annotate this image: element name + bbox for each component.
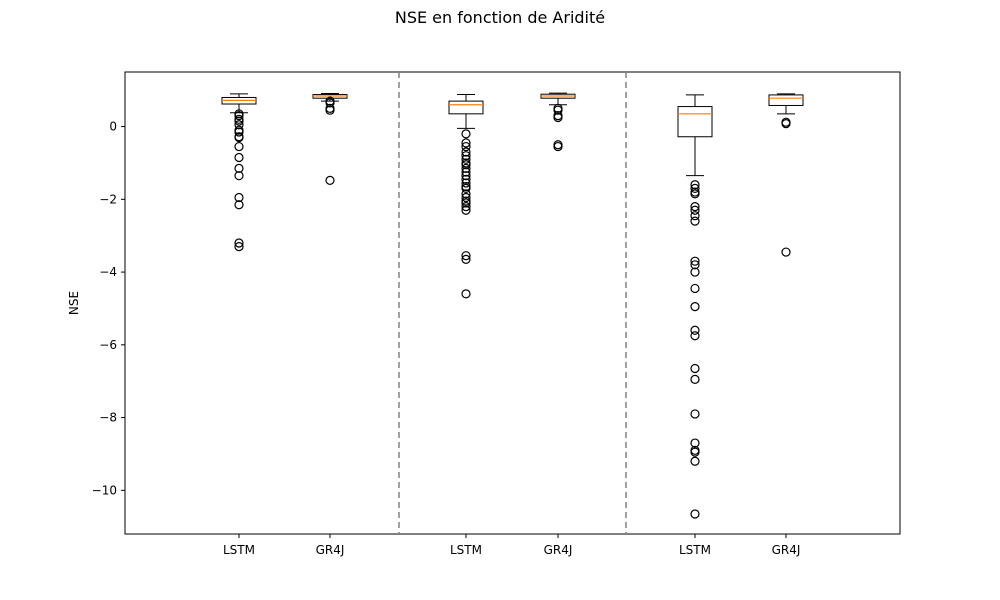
outlier-point — [234, 120, 244, 130]
y-axis-label: NSE — [67, 291, 81, 315]
outlier-point — [690, 183, 700, 194]
outlier-point — [461, 160, 471, 170]
outlier-point — [690, 205, 700, 215]
outlier-point — [234, 163, 244, 174]
outlier-point — [461, 192, 471, 203]
outlier-point — [690, 438, 700, 448]
outlier-point — [234, 200, 244, 210]
chart-title: NSE en fonction de Aridité — [394, 8, 606, 27]
outlier-point — [234, 238, 244, 248]
outlier-point — [234, 111, 244, 121]
outlier-point — [325, 175, 335, 186]
y-tick-label: −10 — [92, 483, 117, 497]
outlier-point — [461, 151, 471, 161]
outlier-point — [461, 174, 471, 184]
outlier-point — [461, 167, 471, 177]
x-tick-label: LSTM — [679, 543, 711, 557]
outlier-point — [690, 374, 700, 384]
outlier-point — [234, 141, 244, 152]
outlier-point — [690, 180, 700, 190]
outlier-point — [461, 147, 471, 157]
plot-area: 0 −2 −4 −6 −8 −10 NSE LSTM GR4J LSTM GR4J LSTM GR4J — [67, 71, 901, 557]
outlier-point — [461, 171, 471, 181]
y-tick-label: −8 — [99, 411, 117, 425]
outlier-point — [690, 283, 700, 294]
axes-frame — [124, 71, 901, 535]
outlier-point — [690, 509, 700, 519]
y-tick-label: 0 — [109, 120, 117, 134]
outlier-point — [461, 178, 471, 188]
outlier-point — [690, 216, 700, 226]
outlier-point — [690, 302, 700, 312]
outlier-point — [690, 201, 700, 212]
outlier-point — [781, 247, 791, 257]
outlier-point — [690, 211, 700, 221]
outlier-point — [553, 141, 563, 152]
outlier-point — [690, 267, 700, 277]
x-tick-label: LSTM — [450, 543, 482, 557]
outlier-point — [461, 183, 471, 194]
outlier-point — [234, 171, 244, 181]
outlier-point — [234, 116, 244, 126]
outlier-point — [461, 205, 471, 215]
outlier-point — [234, 192, 244, 203]
x-tick-label: GR4J — [772, 543, 801, 557]
outlier-point — [461, 138, 471, 148]
box — [677, 106, 713, 138]
outlier-point — [461, 154, 471, 164]
outlier-point — [690, 256, 700, 266]
x-tick-label: GR4J — [316, 543, 345, 557]
outlier-point — [690, 409, 700, 419]
outlier-point — [461, 198, 471, 208]
outlier-point — [690, 363, 700, 374]
outlier-point — [234, 132, 244, 143]
y-tick-label: −4 — [99, 265, 117, 279]
outlier-point — [461, 163, 471, 174]
outlier-point — [234, 127, 244, 137]
outlier-point — [553, 112, 563, 123]
outlier-point — [553, 140, 563, 150]
outlier-point — [461, 251, 471, 261]
outlier-point — [325, 98, 335, 108]
outlier-point — [690, 189, 700, 199]
box — [768, 94, 804, 106]
outlier-point — [690, 325, 700, 335]
box — [448, 100, 484, 115]
outlier-point — [234, 152, 244, 163]
outlier-point — [461, 289, 471, 299]
outlier-point — [553, 105, 563, 115]
outlier-point — [325, 105, 335, 115]
outlier-point — [234, 242, 244, 252]
x-tick-label: GR4J — [544, 543, 573, 557]
outlier-point — [461, 201, 471, 212]
outlier-point — [461, 141, 471, 152]
outlier-point — [690, 260, 700, 270]
y-tick-label: −2 — [99, 192, 117, 206]
outlier-point — [690, 447, 700, 457]
x-tick-label: LSTM — [223, 543, 255, 557]
outlier-point — [781, 119, 791, 129]
outlier-point — [690, 456, 700, 466]
outlier-point — [461, 129, 471, 139]
outlier-point — [461, 254, 471, 264]
outlier-point — [461, 189, 471, 199]
y-tick-label: −6 — [99, 338, 117, 352]
outlier-point — [690, 331, 700, 341]
